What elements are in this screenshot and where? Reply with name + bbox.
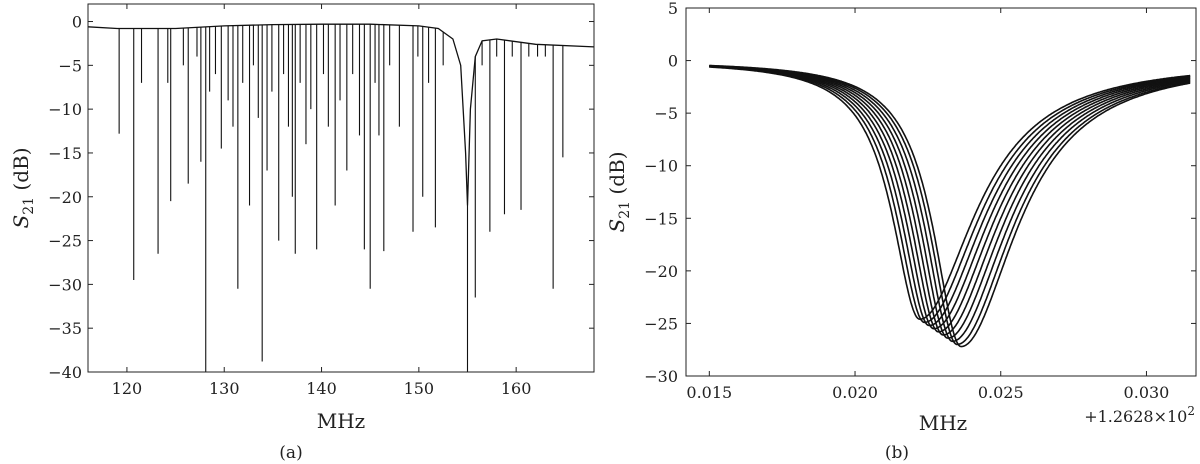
- chart-a-xtick-label: 150: [404, 379, 435, 398]
- chart-b-series-4: [709, 65, 1191, 333]
- chart-b-ytick-label: −20: [644, 262, 678, 281]
- chart-b-series-5: [709, 65, 1191, 336]
- chart-b-ytick-label: −15: [644, 209, 678, 228]
- chart-a-xtick-label: 160: [501, 379, 532, 398]
- chart-a-baseline: [87, 23, 595, 206]
- chart-b-series-9: [709, 64, 1191, 348]
- chart-a-ytick-label: −15: [48, 144, 82, 163]
- chart-b-ytick-label: −30: [644, 367, 678, 386]
- chart-b-frame: [685, 7, 1197, 377]
- chart-a-xtick-label: 130: [209, 379, 240, 398]
- chart-a-ytick-label: −30: [48, 275, 82, 294]
- chart-b-xlabel: MHz: [919, 411, 967, 435]
- chart-b-series-6: [709, 65, 1191, 339]
- chart-a-xlabel: MHz: [317, 409, 365, 433]
- chart-b-ytick-label: −10: [644, 157, 678, 176]
- chart-a-ytick-label: −20: [48, 188, 82, 207]
- chart-b-offset-label: +1.2628×102: [1084, 404, 1195, 426]
- chart-b-xtick-label: 0.015: [686, 383, 732, 402]
- chart-b-ytick-label: −25: [644, 314, 678, 333]
- chart-a-plot: [87, 23, 595, 372]
- chart-a-ticks: 120 130 140 150 160 0 −5 −10 −15 −20 −25 −30 −35 −40: [48, 4, 594, 398]
- chart-b: 0.015 0.020 0.025 0.03050−5−10−15−20−25−30 …: [605, 0, 1197, 463]
- chart-a-frame: [87, 3, 595, 373]
- chart-a-xtick-label: 140: [306, 379, 337, 398]
- chart-b-xtick-label: 0.030: [1124, 383, 1170, 402]
- chart-b-xtick-label: 0.025: [978, 383, 1024, 402]
- chart-b-ytick-label: 0: [668, 52, 678, 71]
- chart-b-xtick-label: 0.020: [832, 383, 878, 402]
- chart-b-ylabel: S21 (dB): [605, 152, 633, 233]
- chart-a-caption: (a): [279, 443, 302, 463]
- chart-b-ticks: 0.015 0.020 0.025 0.030 5 0 −5 −10 −15 −20 −25 −30: [644, 0, 1196, 402]
- chart-b-series-7: [709, 65, 1191, 343]
- chart-a-ytick-label: −10: [48, 100, 82, 119]
- chart-a-xtick-label: 120: [112, 379, 143, 398]
- chart-b-ytick-label: −5: [654, 104, 678, 123]
- chart-a-ytick-label: −25: [48, 232, 82, 251]
- chart-b-caption: (b): [885, 443, 909, 463]
- chart-a-ytick-label: 0: [72, 13, 82, 32]
- chart-a-ytick-label: −40: [48, 363, 82, 382]
- chart-b-plot: [709, 64, 1191, 348]
- chart-a-ytick-label: −35: [48, 319, 82, 338]
- chart-b-ytick-label: 5: [668, 0, 678, 18]
- chart-a-ytick-label: −5: [58, 56, 82, 75]
- chart-a: 120 130 140 150 1600−5−10−15−20−25−30−35−40 …: [9, 3, 595, 463]
- chart-a-ylabel: S21 (dB): [9, 148, 37, 229]
